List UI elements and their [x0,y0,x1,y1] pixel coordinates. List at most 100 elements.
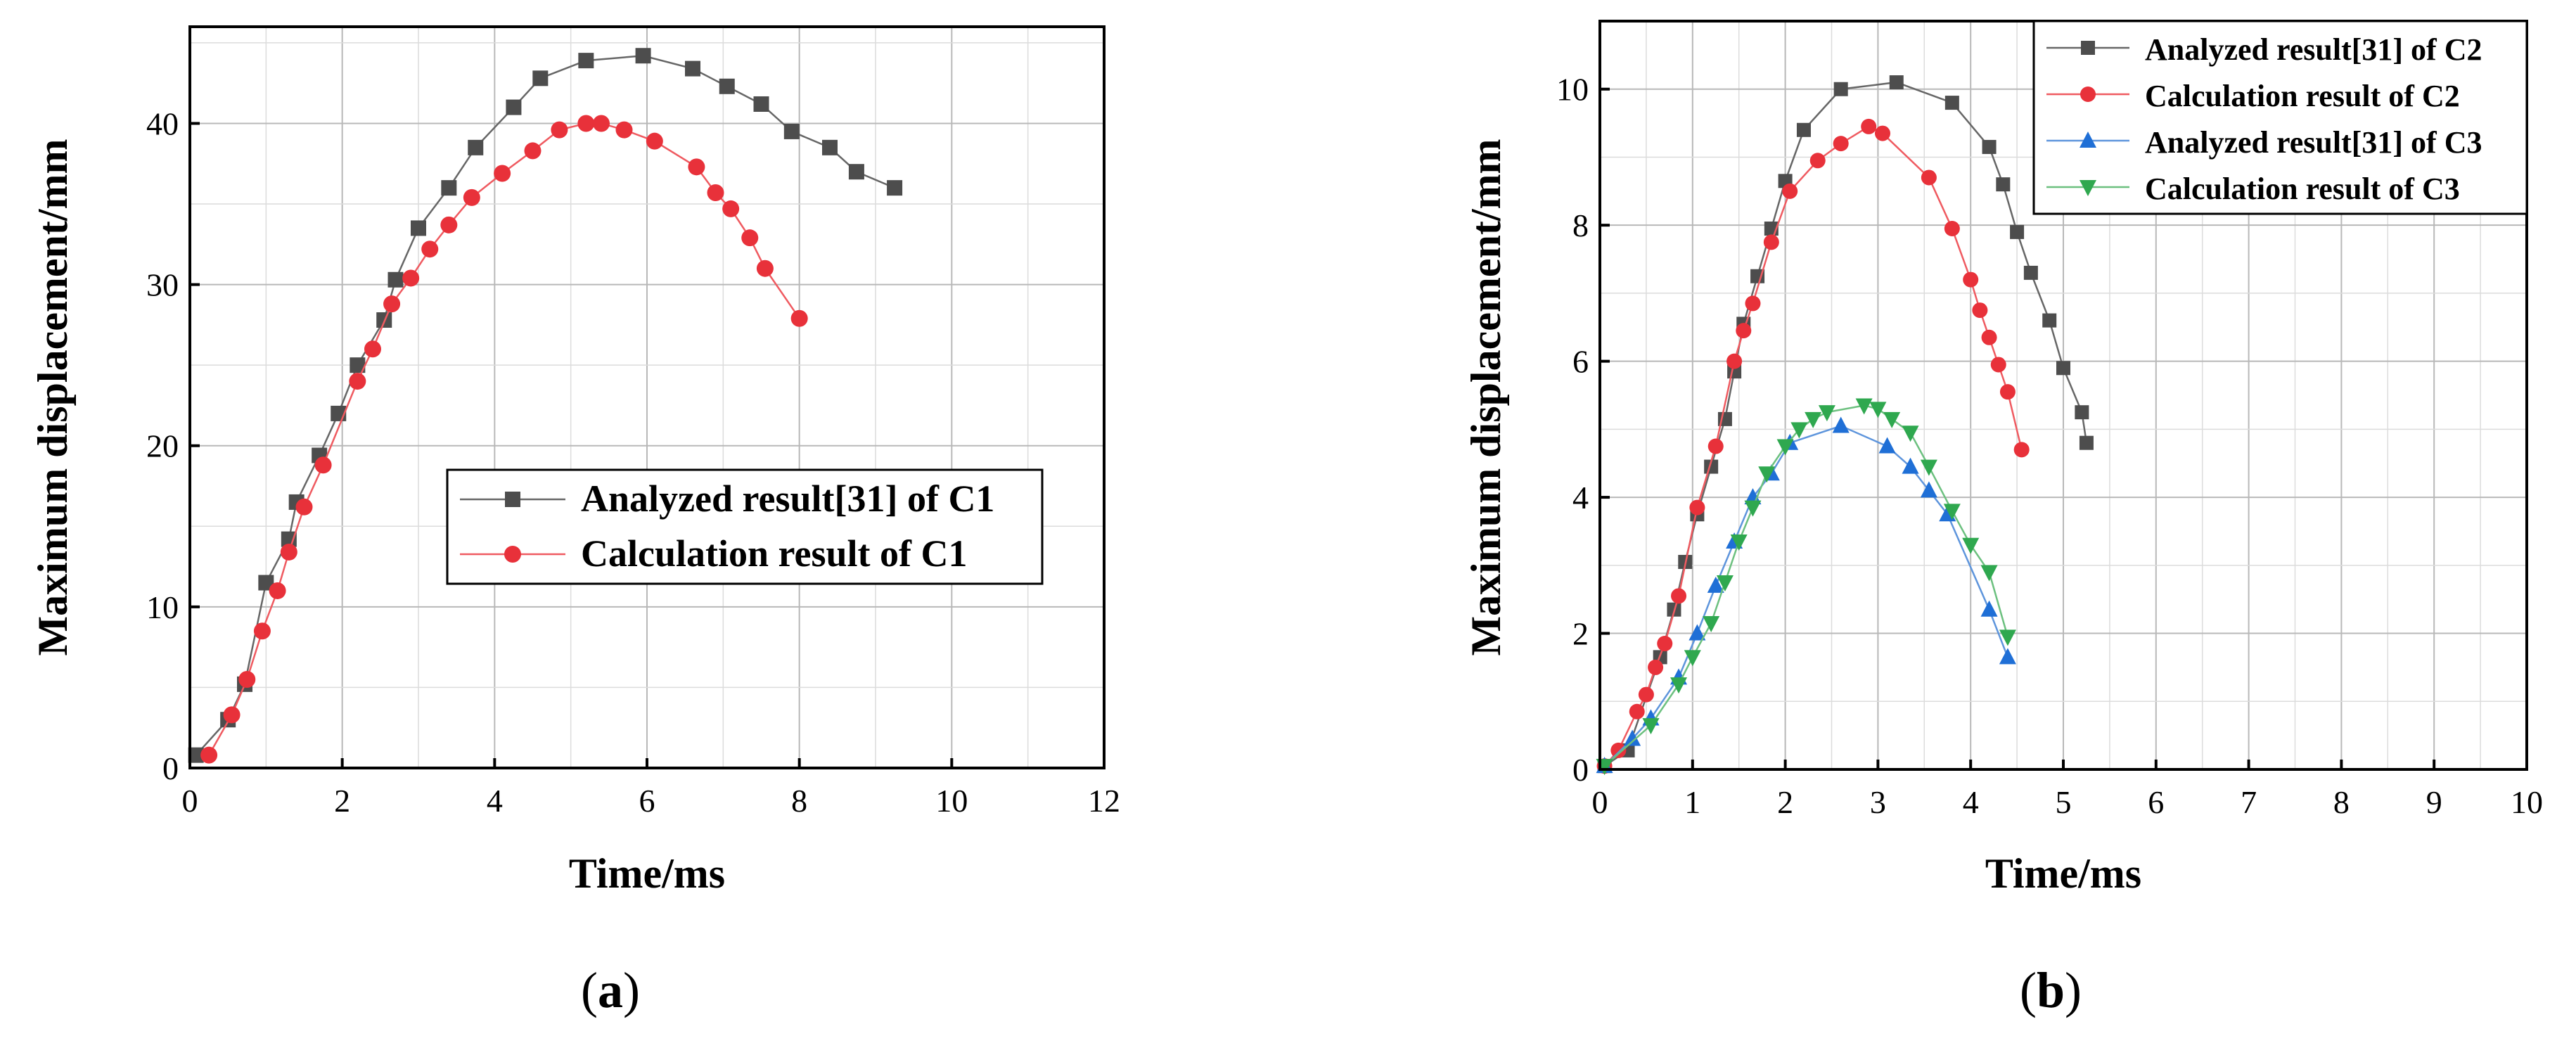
series-3 [1596,416,2016,774]
data-point [1962,537,1980,554]
data-point [383,295,401,313]
data-point [402,269,420,287]
data-point [441,180,457,196]
data-point [1670,677,1688,694]
data-point [1657,636,1673,652]
data-point [1642,718,1660,735]
data-point [1972,302,1988,319]
x-tick-label: 9 [2426,784,2442,820]
data-point [615,121,633,139]
y-tick-label: 30 [146,267,179,303]
data-point [1805,411,1822,428]
caption-b-letter: b [2037,962,2065,1018]
data-point [258,575,274,591]
data-point [2010,224,2025,239]
data-point [1999,629,2016,646]
ticks-b: 0 1 2 3 4 5 6 7 8 9 10 0 2 4 6 8 10 [1556,72,2543,820]
x-tick-label: 12 [1088,783,1120,819]
data-point [1878,437,1896,454]
series-line [1603,404,2009,767]
y-tick-label: 40 [146,105,179,141]
chart-panel-b: 0 1 2 3 4 5 6 7 8 9 10 0 2 4 6 8 10 Time/ms Maximum disp… [1463,20,2543,1018]
data-point [269,582,286,599]
data-point [349,373,366,390]
data-point [635,48,651,64]
legend-a: Analyzed result[31] of C1 Calculation res… [446,468,1044,585]
data-point [1999,648,2016,665]
data-point [1758,466,1776,483]
data-point [1648,659,1664,675]
data-point [314,456,332,474]
x-tick-label: 0 [182,783,198,819]
y-tick-label: 4 [1572,480,1589,516]
data-point [1671,588,1687,604]
data-point [1776,439,1794,456]
ticks-a: 0 2 4 6 8 10 12 0 10 20 30 40 [146,105,1120,819]
data-point [1889,75,1904,90]
series-layer-b [1596,75,2094,776]
x-axis-label-a: Time/ms [569,850,725,897]
caption-a: (a) [581,962,640,1018]
data-point [468,139,484,155]
data-point [1796,122,1811,137]
data-point [1744,500,1762,517]
data-point [1689,624,1706,641]
data-point [756,260,774,277]
data-point [1996,177,2011,192]
data-point [2079,435,2094,450]
series-1 [1597,75,2094,774]
data-point [593,115,610,132]
data-point [2023,265,2038,280]
y-axis-label-a: Maximum displacement/mm [30,139,76,656]
data-point [1982,139,1997,154]
caption-a-close: ) [623,962,640,1018]
data-point [1944,96,1959,110]
data-point [783,123,800,139]
data-point [1638,686,1654,703]
legend-label: Calculation result of C1 [581,532,968,575]
y-tick-label: 0 [162,750,179,786]
data-point [1763,234,1779,250]
y-tick-label: 20 [146,428,179,464]
legend-marker [505,492,520,507]
x-tick-label: 4 [487,783,503,819]
x-tick-label: 7 [2241,784,2257,820]
data-point [200,746,218,764]
data-point [1944,221,1960,237]
data-point [551,121,568,139]
series-line [207,122,800,756]
series-1 [188,48,903,763]
data-point [295,498,313,516]
data-point [1874,125,1890,141]
data-point [387,271,404,288]
y-tick-label: 8 [1572,207,1589,243]
data-point [578,53,594,69]
series-layer-a [188,48,903,764]
data-point [1689,499,1705,516]
data-point [1750,269,1765,283]
y-tick-label: 6 [1572,344,1589,380]
data-point [532,70,549,87]
y-tick-label: 10 [146,589,179,625]
data-point [1782,183,1798,199]
data-point [411,220,426,236]
caption-a-open: ( [581,962,598,1018]
data-point [1920,459,1937,476]
data-point [1861,118,1877,134]
legend-marker [2080,132,2096,148]
data-point [646,132,663,150]
caption-a-letter: a [598,962,623,1018]
data-point [1980,565,1998,582]
series-line [1603,425,2009,767]
data-point [1790,422,1808,439]
data-point [1707,438,1724,454]
data-point [364,340,381,358]
data-point [1980,600,1998,617]
data-point [1684,650,1701,667]
data-point [1716,575,1734,591]
data-point [719,78,735,94]
data-point [707,184,724,202]
legend-marker [2081,41,2095,55]
data-point [1921,169,1937,186]
